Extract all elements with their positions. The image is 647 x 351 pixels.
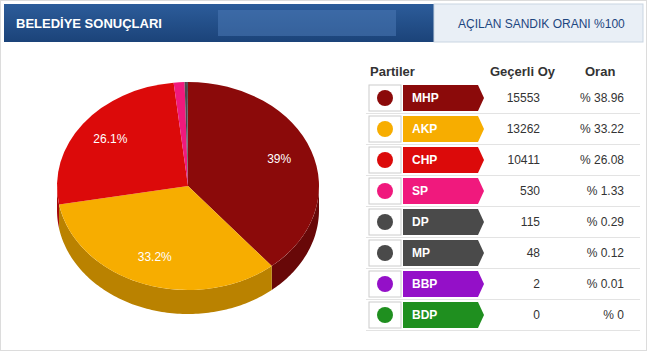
slice [185,82,188,186]
party-logo [369,147,401,173]
vote-count: 530 [520,184,540,198]
party-logo-icon [377,183,393,199]
header-bar [4,4,434,42]
party-logo [369,85,401,111]
party-name: MP [412,246,430,260]
party-logo [369,271,401,297]
party-swatch [403,116,484,142]
panel [1,1,647,351]
slice [187,82,188,186]
party-logo [369,178,401,204]
row-separator [366,175,640,176]
data-label: 39% [267,152,291,166]
party-logo-icon [377,90,393,106]
party-name: BDP [412,308,437,322]
party-swatch [403,302,484,328]
party-logo-icon [377,152,393,168]
slice [57,83,188,205]
party-name: DP [412,215,429,229]
vote-count: 115 [521,215,540,229]
vote-count: 2 [533,277,540,291]
party-name: BBP [412,277,437,291]
vote-share: % 1.33 [587,184,625,198]
vote-share: % 0.01 [587,277,625,291]
party-swatch [403,85,484,111]
column-header: Geçerli Oy [490,64,556,79]
chart: BELEDİYE SONUÇLARI AÇILAN SANDIK ORANI %1… [0,0,647,351]
vote-share: % 0.12 [587,246,625,260]
data-labels: 39% 33.2% 26.1% [93,132,291,264]
party-logo [369,240,401,266]
party-logo-icon [377,307,393,323]
party-logo [369,116,401,142]
party-name: SP [412,184,428,198]
column-header: Partiler [370,64,415,79]
vote-share: % 38.96 [580,91,624,105]
party-name: AKP [412,122,437,136]
party-swatch [403,271,484,297]
data-label: 26.1% [93,132,127,146]
row-separator [366,268,640,269]
row-separator [366,330,640,331]
party-logo-icon [377,245,393,261]
data-label: 33.2% [138,250,172,264]
vote-share: % 0.29 [587,215,625,229]
slice [188,82,189,186]
party-name: CHP [412,153,437,167]
party-logo-icon [377,214,393,230]
slice [187,82,188,186]
slice [174,82,188,186]
vote-share: % 26.08 [580,153,624,167]
vote-count: 13262 [507,122,541,136]
party-logo [369,302,401,328]
party-swatch [403,209,484,235]
row-separator [366,206,640,207]
header-blur [218,10,396,36]
slice [59,186,272,290]
subtitle: AÇILAN SANDIK ORANI %100 [458,17,625,31]
row-separator [366,144,640,145]
vote-share: % 0 [603,308,624,322]
header-right [434,4,643,42]
vote-count: 48 [527,246,541,260]
vote-count: 10411 [508,153,541,167]
vote-count: 15553 [507,91,541,105]
title: BELEDİYE SONUÇLARI [16,16,162,31]
party-swatch [403,240,484,266]
vote-count: 0 [533,308,540,322]
row-separator [366,237,640,238]
pie-top [57,82,319,290]
party-swatch [403,178,484,204]
party-swatch [403,147,484,173]
party-logo-icon [377,121,393,137]
party-logo-icon [377,276,393,292]
row-separator [366,299,640,300]
party-name: MHP [412,91,439,105]
row-separator [366,113,640,114]
party-logo [369,209,401,235]
column-header: Oran [585,64,615,79]
vote-share: % 33.22 [580,122,624,136]
results-table: Partiler Geçerli Oy Oran MHP 15553 % 38.96 AKP… [366,64,640,331]
